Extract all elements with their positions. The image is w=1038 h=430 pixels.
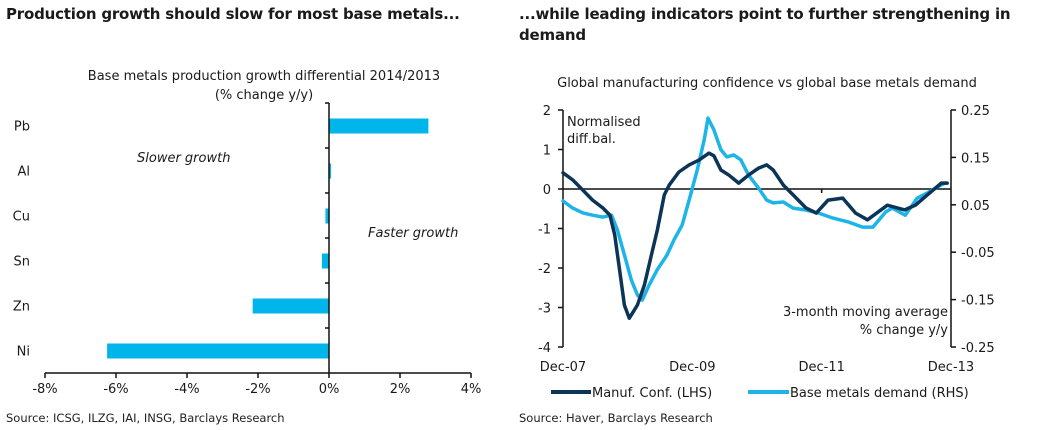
category-label: Pb (14, 120, 30, 135)
series-base-metals-demand (561, 116, 947, 302)
right-heading-line2: demand (519, 26, 586, 44)
right-tick-label: 0.15 (961, 151, 990, 166)
right-tick-label: -0.25 (961, 341, 995, 356)
legend-label-demand: Base metals demand (RHS) (790, 386, 969, 400)
x-tick-label: Dec-09 (669, 360, 715, 375)
left-tick-label: -3 (538, 302, 551, 317)
bar-chart-title: Base metals production growth differenti… (88, 69, 440, 84)
line-chart-title: Global manufacturing confidence vs globa… (557, 76, 977, 91)
left-tick-label: -2 (538, 262, 551, 277)
bar-sn (321, 253, 329, 269)
right-tick-label: 0.25 (961, 104, 990, 119)
category-label: Sn (14, 255, 31, 270)
x-tick-label: Dec-13 (928, 360, 974, 375)
right-tick-label: -0.05 (961, 246, 995, 261)
left-tick-label: -1 (538, 223, 551, 238)
bar-chart: Base metals production growth differenti… (13, 69, 482, 397)
category-label: Al (17, 165, 30, 180)
category-label: Zn (13, 300, 30, 315)
x-tick-label: Dec-11 (798, 360, 844, 375)
bar-cu (325, 208, 329, 224)
x-tick-label: -8% (32, 382, 57, 397)
right-axis-label-line2: % change y/y (860, 323, 949, 338)
legend-label-manuf: Manuf. Conf. (LHS) (592, 386, 712, 400)
x-tick-label: -2% (245, 382, 270, 397)
x-tick-label: 0% (319, 382, 340, 397)
left-tick-label: -4 (538, 341, 551, 356)
annotation-faster-growth: Faster growth (368, 226, 458, 241)
right-source: Source: Haver, Barclays Research (519, 411, 713, 425)
x-tick-label: 2% (390, 382, 411, 397)
right-tick-label: 0.05 (961, 199, 990, 214)
bar-al (329, 163, 331, 179)
left-tick-label: 1 (543, 144, 551, 159)
line-chart: Global manufacturing confidence vs globa… (538, 76, 995, 400)
left-heading: Production growth should slow for most b… (6, 5, 460, 23)
x-tick-label: -4% (174, 382, 199, 397)
bar-pb (329, 118, 429, 134)
x-tick-label: 4% (461, 382, 482, 397)
x-tick-label: Dec-07 (540, 360, 586, 375)
left-tick-label: 2 (543, 104, 551, 119)
right-tick-label: -0.15 (961, 294, 995, 309)
category-label: Cu (13, 210, 30, 225)
left-axis-label-line2: diff.bal. (567, 132, 616, 147)
category-label: Ni (17, 345, 30, 360)
series-manuf-conf (561, 151, 949, 320)
right-heading-line1: ...while leading indicators point to fur… (519, 5, 1011, 23)
left-source: Source: ICSG, ILZG, IAI, INSG, Barclays … (6, 411, 285, 425)
legend: Manuf. Conf. (LHS) Base metals demand (R… (551, 386, 969, 400)
left-tick-label: 0 (543, 183, 551, 198)
bar-chart-subtitle: (% change y/y) (215, 88, 313, 103)
x-tick-label: -6% (103, 382, 128, 397)
right-axis-label-line1: 3-month moving average (783, 305, 948, 320)
left-axis-label-line1: Normalised (567, 115, 641, 130)
annotation-slower-growth: Slower growth (137, 151, 230, 166)
bar-zn (252, 298, 329, 314)
bar-ni (107, 343, 329, 359)
